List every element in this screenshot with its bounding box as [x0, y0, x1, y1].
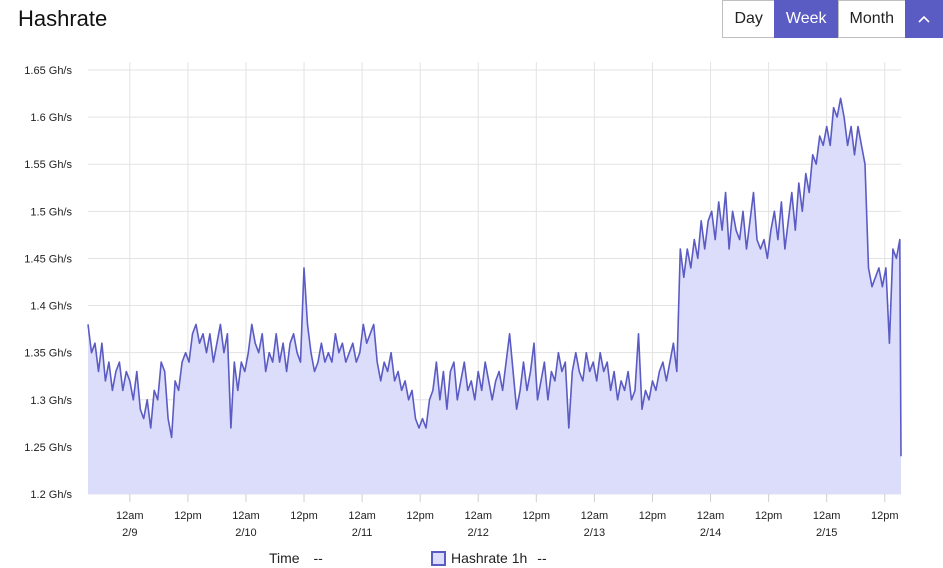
chevron-up-icon	[918, 15, 930, 23]
collapse-button[interactable]	[905, 0, 943, 38]
x-tick-time: 12pm	[174, 510, 202, 522]
y-axis: 1.2 Gh/s 1.25 Gh/s 1.3 Gh/s 1.35 Gh/s 1.4 Gh…	[24, 65, 72, 501]
x-tick-date: 2/15	[816, 527, 837, 539]
x-tick-date: 2/12	[468, 527, 489, 539]
y-tick-label: 1.4 Gh/s	[30, 301, 72, 313]
page-title: Hashrate	[18, 6, 108, 31]
hashrate-line	[87, 97, 902, 457]
x-axis: 12am 2/9 12pm 12am 2/10 12pm 12am 2/11 12pm 12am 2…	[116, 510, 898, 539]
x-tick-time: 12am	[464, 510, 492, 522]
y-tick-label: 1.45 Gh/s	[24, 253, 72, 265]
range-month-button[interactable]: Month	[837, 0, 905, 38]
x-tick-date: 2/11	[352, 527, 373, 539]
x-tick-date: 2/14	[700, 527, 721, 539]
x-tick-time: 12pm	[523, 510, 551, 522]
x-tick-time: 12pm	[290, 510, 318, 522]
x-tick-time: 12pm	[871, 510, 899, 522]
legend-series-hashrate[interactable]: Hashrate 1h --	[431, 550, 547, 566]
y-tick-label: 1.2 Gh/s	[30, 489, 72, 501]
range-week-button[interactable]: Week	[773, 0, 838, 38]
y-tick-label: 1.5 Gh/s	[30, 206, 72, 218]
x-tick-date: 2/10	[235, 527, 256, 539]
y-tick-label: 1.65 Gh/s	[24, 65, 72, 77]
legend-time-value: --	[313, 550, 323, 566]
x-tick-time: 12am	[697, 510, 725, 522]
x-tick-time: 12pm	[406, 510, 434, 522]
x-tick-time: 12am	[232, 510, 260, 522]
x-tick-time: 12am	[813, 510, 841, 522]
chart-legend: Time -- Hashrate 1h --	[0, 548, 943, 568]
time-range-selector: Day Week Month	[722, 0, 943, 38]
x-tick-time: 12pm	[755, 510, 783, 522]
legend-swatch	[431, 550, 446, 566]
legend-time: Time --	[269, 550, 323, 566]
x-tick-time: 12am	[581, 510, 609, 522]
x-tick-date: 2/13	[584, 527, 605, 539]
y-tick-label: 1.3 Gh/s	[30, 395, 72, 407]
x-tick-time: 12am	[116, 510, 144, 522]
x-tick-time: 12am	[348, 510, 376, 522]
y-tick-label: 1.25 Gh/s	[24, 442, 72, 454]
legend-time-label: Time	[269, 550, 300, 566]
hashrate-chart: 1.2 Gh/s 1.25 Gh/s 1.3 Gh/s 1.35 Gh/s 1.4 Gh…	[24, 62, 902, 539]
y-tick-label: 1.35 Gh/s	[24, 348, 72, 360]
hashrate-area	[88, 98, 901, 495]
range-day-button[interactable]: Day	[722, 0, 774, 38]
y-tick-label: 1.55 Gh/s	[24, 159, 72, 171]
legend-series-name: Hashrate 1h	[451, 550, 528, 566]
y-tick-label: 1.6 Gh/s	[30, 112, 72, 124]
x-tick-date: 2/9	[122, 527, 137, 539]
legend-series-value: --	[537, 550, 547, 566]
x-tick-time: 12pm	[639, 510, 667, 522]
